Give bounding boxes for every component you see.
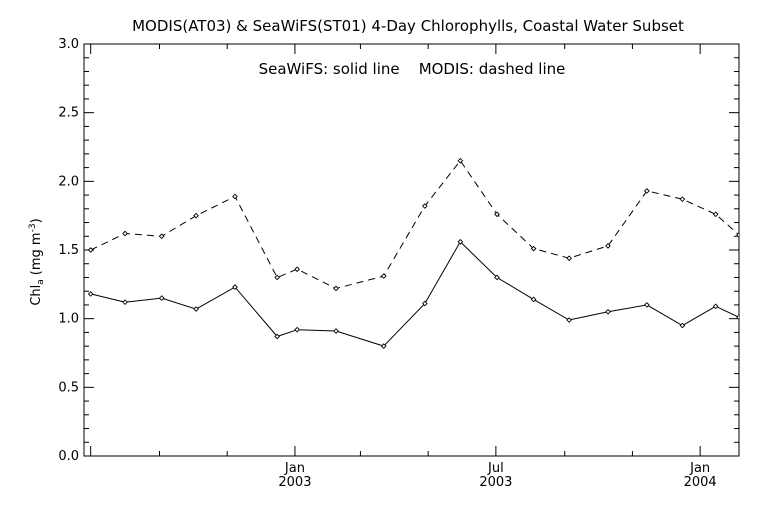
seawifs-data-point	[87, 291, 94, 297]
y-axis-title-subscript: a	[36, 279, 46, 285]
y-axis-title: Chla (mg m-3)	[28, 218, 46, 305]
modis-data-point	[566, 255, 572, 262]
x-tick-label-month: Jan	[284, 461, 305, 476]
modis-data-point	[294, 266, 300, 273]
y-tick-label: 0.5	[58, 380, 79, 395]
y-axis-title-exponent: -3	[28, 223, 38, 232]
modis-data-point	[457, 157, 464, 164]
seawifs-data-point	[274, 333, 281, 340]
y-tick-label: 2.0	[58, 174, 79, 189]
seawifs-data-point	[736, 314, 739, 321]
chart-title: MODIS(AT03) & SeaWiFS(ST01) 4-Day Chloro…	[132, 17, 684, 35]
modis-data-point	[274, 274, 281, 281]
seawifs-data-point	[232, 284, 238, 290]
x-tick-label-year: 2003	[278, 475, 311, 490]
modis-data-point	[333, 285, 339, 292]
seawifs-data-point	[294, 326, 300, 333]
x-tick-label-year: 2003	[479, 475, 512, 490]
seawifs-data-point	[193, 306, 199, 312]
y-tick-label: 1.5	[58, 243, 79, 258]
seawifs-data-point	[530, 296, 537, 303]
y-axis-title-main: Chl	[29, 285, 44, 306]
y-axis-title-unit: (mg m	[29, 232, 44, 275]
modis-data-point	[736, 232, 739, 238]
modis-data-point	[193, 212, 199, 219]
seawifs-data-point	[380, 343, 387, 349]
modis-data-point	[712, 211, 719, 218]
y-tick-label: 3.0	[58, 37, 79, 52]
modis-data-point	[380, 273, 387, 279]
x-tick-label-year: 2004	[684, 475, 717, 490]
seawifs-data-point	[122, 299, 128, 306]
seawifs-data-point	[605, 308, 611, 315]
y-tick-label: 2.5	[58, 106, 79, 121]
seawifs-data-point	[644, 302, 650, 308]
modis-data-point	[122, 230, 128, 237]
modis-data-point	[679, 196, 686, 203]
axes: 0.00.51.01.52.02.53.0Jan2003Jul2003Jan20…	[58, 37, 740, 490]
seawifs-data-point	[457, 238, 464, 245]
y-axis-title-close: )	[29, 218, 44, 223]
seawifs-data-point	[158, 295, 165, 301]
modis-data-point	[494, 211, 500, 218]
modis-data-point	[87, 247, 94, 253]
x-tick-label-month: Jul	[487, 461, 504, 476]
seawifs-data-point	[566, 317, 572, 323]
y-tick-label: 0.0	[58, 449, 79, 464]
modis-data-point	[421, 203, 428, 209]
seawifs-data-point	[421, 300, 428, 307]
modis-data-point	[158, 233, 165, 240]
x-tick-label-month: Jan	[689, 461, 710, 476]
seawifs-data-point	[712, 303, 719, 310]
legend-note: SeaWiFS: solid line MODIS: dashed line	[259, 60, 566, 78]
modis-data-point	[644, 188, 650, 194]
y-tick-label: 1.0	[58, 312, 79, 327]
seawifs-data-point	[494, 274, 500, 281]
seawifs-data-point	[679, 322, 686, 329]
modis-data-point	[232, 193, 238, 200]
series-layer	[87, 157, 739, 349]
seawifs-data-point	[333, 328, 339, 334]
modis-data-point	[530, 245, 537, 252]
modis-data-point	[605, 243, 611, 249]
